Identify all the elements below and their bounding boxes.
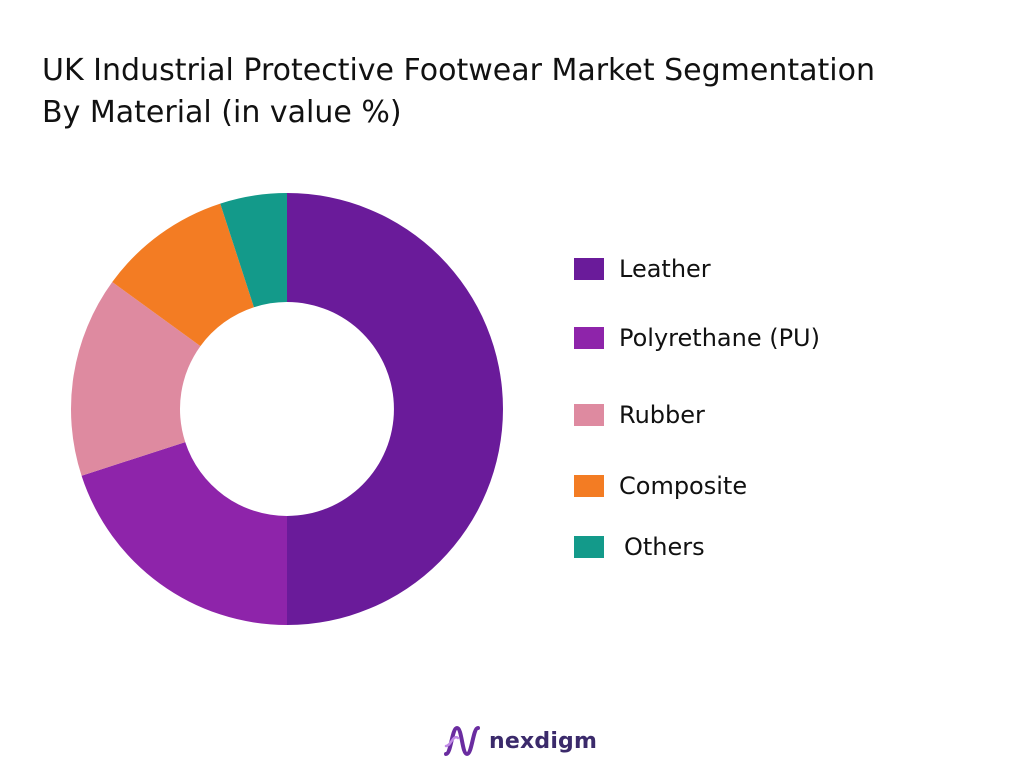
legend-swatch-others (574, 536, 604, 558)
nexdigm-wave-logo-icon (444, 725, 480, 757)
legend-label-polyrethane: Polyrethane (PU) (619, 324, 820, 352)
legend-label-others: Others (624, 533, 705, 561)
chart-title: UK Industrial Protective Footwear Market… (42, 50, 1002, 134)
legend-item-composite: Composite (574, 471, 747, 501)
donut-slice-others (220, 193, 287, 308)
legend-swatch-polyrethane (574, 327, 604, 349)
chart-title-line-1: UK Industrial Protective Footwear Market… (42, 53, 875, 88)
legend-item-others: Others (574, 532, 705, 562)
donut-slice-polyrethane-pu (81, 442, 287, 625)
legend-swatch-leather (574, 258, 604, 280)
legend-swatch-composite (574, 475, 604, 497)
legend-item-polyrethane: Polyrethane (PU) (574, 323, 820, 353)
donut-slice-leather (287, 193, 503, 625)
legend-swatch-rubber (574, 404, 604, 426)
legend-label-rubber: Rubber (619, 401, 705, 429)
chart-title-line-2: By Material (in value %) (42, 95, 402, 130)
brand-logo: nexdigm (443, 723, 597, 759)
legend-label-leather: Leather (619, 255, 711, 283)
chart-legend: Leather Polyrethane (PU) Rubber Composit… (574, 0, 994, 768)
legend-item-rubber: Rubber (574, 400, 705, 430)
legend-label-composite: Composite (619, 472, 748, 500)
donut-slice-rubber (70, 282, 201, 476)
brand-name: nexdigm (489, 728, 598, 754)
legend-item-leather: Leather (574, 254, 711, 284)
donut-slice-composite (112, 203, 254, 347)
